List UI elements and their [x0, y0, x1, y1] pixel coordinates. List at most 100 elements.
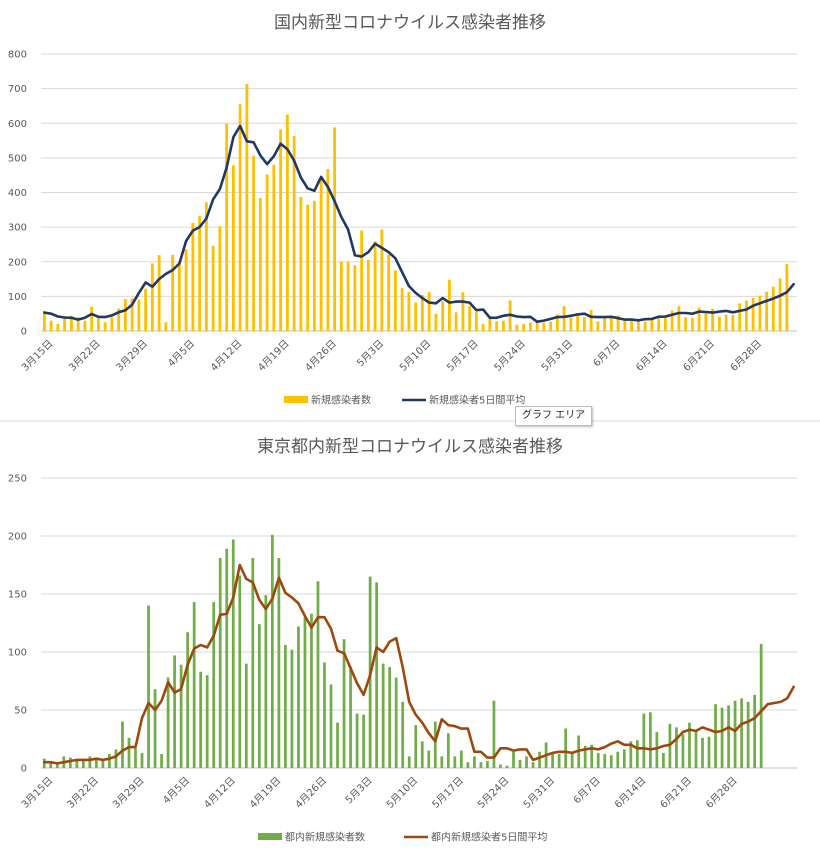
bar [582, 317, 586, 331]
bar [690, 317, 694, 331]
bar [265, 174, 269, 331]
bar [495, 321, 499, 331]
bar [380, 229, 384, 331]
bar [299, 197, 303, 331]
x-tick-label: 5月31日 [539, 338, 575, 374]
bar [569, 317, 573, 331]
bar [622, 749, 626, 768]
bar [90, 306, 94, 331]
bar [623, 319, 627, 331]
bar [765, 291, 769, 331]
x-tick-label: 6月28日 [728, 338, 764, 374]
bar [589, 309, 593, 331]
bar [353, 265, 357, 331]
national-chart-area[interactable]: 国内新型コロナウイルス感染者推移 0 100 200 300 400 500 600 700 80… [0, 0, 820, 420]
bar [603, 754, 607, 768]
bar [759, 643, 763, 768]
bar [488, 315, 492, 331]
bar [76, 317, 80, 331]
bar [279, 129, 283, 331]
legend-item-bar[interactable]: 都内新規感染者数 [258, 831, 365, 844]
average-line [43, 563, 795, 765]
bar [501, 320, 505, 331]
bar [184, 249, 188, 331]
bar [688, 722, 691, 768]
bar [650, 319, 654, 331]
x-tick-label: 5月31日 [521, 775, 557, 811]
bar [531, 762, 535, 768]
bar [346, 261, 350, 331]
x-tick-label: 5月10日 [384, 775, 420, 811]
bar [186, 632, 190, 768]
bar [549, 321, 553, 331]
bar [355, 713, 359, 768]
bar [738, 303, 742, 331]
bar [778, 278, 782, 331]
bar [657, 318, 661, 331]
bar [711, 308, 715, 331]
bar [538, 751, 541, 768]
bar [134, 748, 137, 768]
bar [427, 750, 431, 768]
bar [55, 764, 59, 768]
x-tick-label: 6月14日 [634, 338, 670, 374]
bar [238, 575, 242, 768]
bar [414, 302, 418, 331]
bar [694, 730, 698, 768]
y-tick-label: 250 [8, 474, 27, 485]
chart-area-tooltip: グラフ エリア [515, 406, 593, 426]
tokyo-chart-area[interactable]: 東京都内新型コロナウイルス感染者推移 0 50 100 150 200 250 3月15日 3月… [0, 424, 820, 858]
bar [697, 307, 701, 331]
bar [570, 752, 574, 768]
legend-swatch-bar [284, 396, 308, 403]
bar [333, 127, 337, 331]
x-tick-label: 6月7日 [571, 775, 603, 807]
legend-item-line[interactable]: 都内新規感染者5日間平均 [404, 831, 547, 844]
bar [522, 324, 526, 331]
bar [251, 558, 255, 768]
x-tick-label: 4月12日 [202, 775, 238, 811]
bar [362, 714, 365, 768]
bar [387, 254, 391, 331]
bar [117, 308, 121, 331]
legend-label-bar: 新規感染者数 [311, 394, 371, 407]
bar [720, 707, 724, 768]
y-tick-label: 200 [8, 532, 27, 543]
bar [264, 595, 268, 768]
bar [63, 317, 67, 331]
bar [677, 306, 681, 331]
bar [157, 255, 161, 331]
bar [616, 315, 620, 331]
bar [121, 721, 124, 768]
bar [655, 732, 659, 768]
bar [42, 310, 46, 331]
bar [123, 299, 127, 331]
bar [306, 204, 310, 331]
bar [492, 700, 496, 768]
bar [245, 84, 249, 331]
bar [557, 754, 561, 768]
bar [596, 752, 600, 768]
bar [127, 737, 131, 768]
bar [225, 548, 229, 768]
bar [199, 671, 203, 768]
bar [704, 311, 708, 331]
bar [198, 216, 202, 331]
bar [400, 288, 404, 331]
bar [153, 689, 157, 768]
bar [642, 713, 646, 768]
bar [727, 705, 730, 768]
legend-item-line[interactable]: 新規感染者5日間平均 [402, 394, 525, 407]
tokyo-chart-svg: 東京都内新型コロナウイルス感染者推移 0 50 100 150 200 250 3月15日 3月… [8, 437, 797, 844]
bar [49, 762, 53, 768]
bar [96, 315, 100, 331]
bar [394, 677, 398, 768]
bar [433, 721, 437, 768]
bar [360, 230, 364, 331]
legend-item-bar[interactable]: 新規感染者数 [284, 394, 371, 407]
bar [590, 744, 594, 768]
y-tick-label: 600 [8, 119, 27, 130]
bar [746, 701, 750, 768]
bar [630, 320, 634, 331]
x-tick-label: 3月29日 [110, 775, 146, 811]
